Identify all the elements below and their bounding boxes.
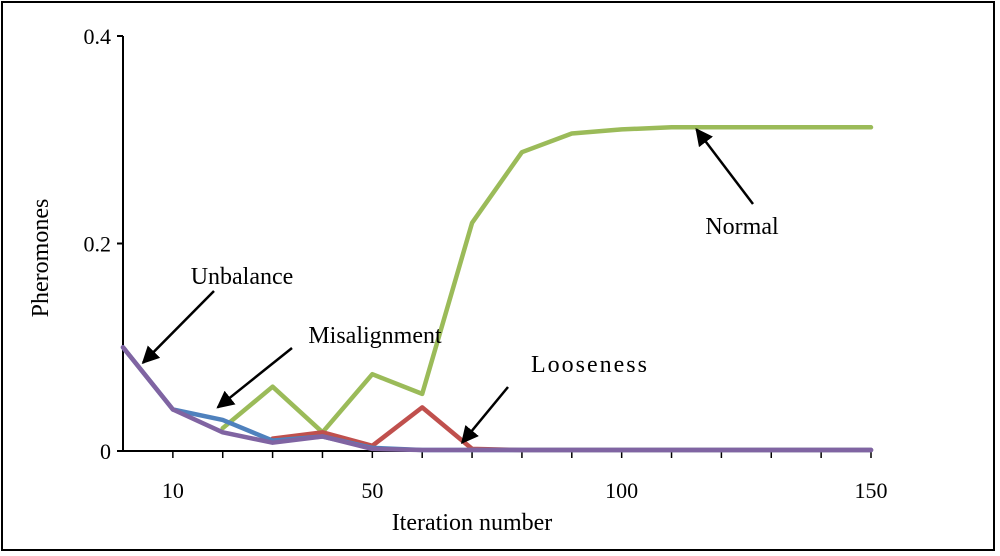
annotation-arrow-looseness (460, 386, 509, 445)
annotation-looseness: Looseness (531, 352, 649, 378)
annotation-normal: Normal (705, 214, 779, 240)
y-tick-label: 0 (100, 439, 111, 464)
series-layer (120, 125, 874, 453)
annotation-layer: Normal Unbalance Misalignment Looseness (141, 127, 779, 445)
series-line-normal (220, 125, 874, 435)
y-tick-label: 0.2 (84, 232, 112, 257)
annotation-unbalance: Unbalance (191, 264, 294, 290)
annotation-arrow-unbalance (141, 290, 215, 365)
x-tick-label: 50 (361, 478, 383, 503)
y-axis-title: Pheromones (28, 199, 54, 318)
x-tick-label: 150 (855, 478, 888, 503)
annotation-arrow-misalignment (216, 347, 293, 409)
series-line-misalignment (120, 345, 874, 453)
x-axis-title: Iteration number (392, 510, 553, 536)
annotation-misalignment: Misalignment (308, 323, 442, 349)
annotation-arrow-normal (695, 127, 754, 205)
x-tick-label: 100 (605, 478, 638, 503)
x-tick-label: 10 (162, 478, 184, 503)
y-tick-label: 0.4 (84, 24, 112, 49)
